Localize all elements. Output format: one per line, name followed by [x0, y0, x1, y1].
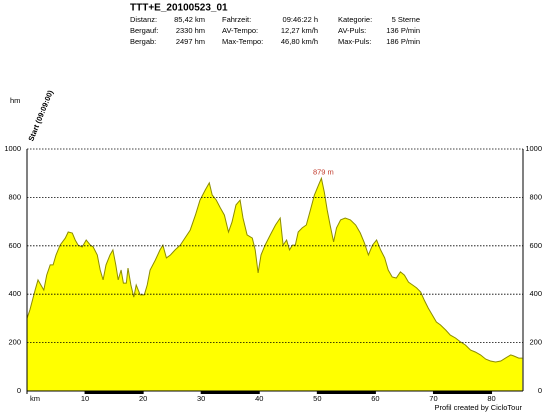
- x-tick-label: 80: [487, 394, 495, 403]
- stat-label: AV-Puls:: [338, 26, 366, 35]
- y-tick-label-right: 600: [529, 241, 542, 250]
- area-fill: [27, 178, 523, 391]
- stat-label: Bergab:: [130, 37, 156, 46]
- scale-bar: [85, 391, 144, 394]
- stat-value: 186 P/min: [386, 37, 420, 46]
- stat-label: Kategorie:: [338, 15, 372, 24]
- x-tick-label: 30: [197, 394, 205, 403]
- y-tick-label: 400: [8, 289, 21, 298]
- stat-label: Bergauf:: [130, 26, 158, 35]
- stat-value: 2330 hm: [176, 26, 205, 35]
- x-tick-label: 10: [81, 394, 89, 403]
- stat-value: 12,27 km/h: [281, 26, 318, 35]
- scale-bar: [201, 391, 260, 394]
- y-tick-label-right: 800: [529, 192, 542, 201]
- y-tick-label: 600: [8, 241, 21, 250]
- y-tick-label: 1000: [4, 144, 21, 153]
- stat-label: Distanz:: [130, 15, 157, 24]
- peak-annotation: 879 m: [313, 167, 334, 176]
- y-tick-label: 0: [17, 386, 21, 395]
- stat-value: 5 Sterne: [392, 15, 420, 24]
- y-axis-label: hm: [10, 96, 20, 105]
- x-tick-label: 70: [429, 394, 437, 403]
- scale-bar: [433, 391, 492, 394]
- y-tick-label-right: 400: [529, 289, 542, 298]
- stat-label: Max-Tempo:: [222, 37, 263, 46]
- stat-value: 46,80 km/h: [281, 37, 318, 46]
- x-tick-label: 50: [313, 394, 321, 403]
- chart-title: TTT+E_20100523_01: [130, 3, 228, 14]
- stat-label: AV-Tempo:: [222, 26, 258, 35]
- stat-value: 136 P/min: [386, 26, 420, 35]
- y-tick-label-right: 200: [529, 338, 542, 347]
- y-tick-label: 800: [8, 192, 21, 201]
- x-tick-label: 60: [371, 394, 379, 403]
- y-tick-label-right: 1000: [525, 144, 542, 153]
- x-tick-label: 20: [139, 394, 147, 403]
- y-tick-label-right: 0: [538, 386, 542, 395]
- stat-label: Fahrzeit:: [222, 15, 251, 24]
- stat-value: 2497 hm: [176, 37, 205, 46]
- area-line: [26, 176, 523, 363]
- y-tick-label: 200: [8, 338, 21, 347]
- x-tick-label: 40: [255, 394, 263, 403]
- stat-value: 09:46:22 h: [283, 15, 318, 24]
- start-label: Start (09:09:00): [26, 88, 55, 142]
- stat-label: Max-Puls:: [338, 37, 371, 46]
- x-tick-label: km: [30, 394, 40, 403]
- footer: Profil created by CicloTour: [434, 403, 522, 412]
- stat-value: 85,42 km: [174, 15, 205, 24]
- scale-bar: [317, 391, 376, 394]
